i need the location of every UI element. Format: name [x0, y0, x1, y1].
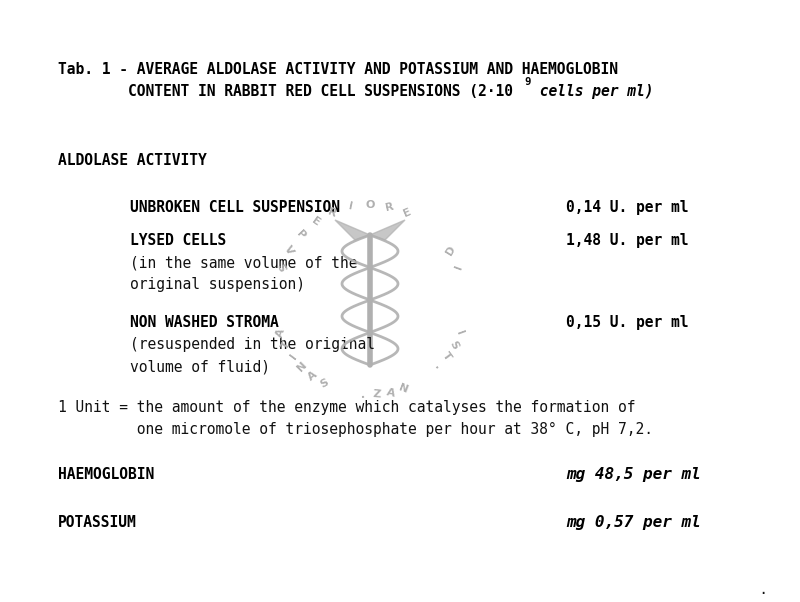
Text: 0,14 U. per ml: 0,14 U. per ml — [566, 200, 689, 215]
Text: I: I — [454, 264, 465, 271]
Text: cells per ml): cells per ml) — [531, 84, 654, 99]
Polygon shape — [370, 220, 405, 240]
Text: N: N — [398, 383, 410, 396]
Text: P: P — [294, 228, 307, 241]
Text: 0,15 U. per ml: 0,15 U. per ml — [566, 315, 689, 330]
Text: I: I — [288, 352, 299, 361]
Text: D: D — [444, 244, 458, 256]
Text: POTASSIUM: POTASSIUM — [58, 515, 137, 530]
Text: 1 Unit = the amount of the enzyme which catalyses the formation of: 1 Unit = the amount of the enzyme which … — [58, 400, 635, 415]
Text: N: N — [296, 360, 310, 374]
Text: T: T — [280, 339, 293, 351]
Text: A: A — [385, 387, 396, 399]
Text: R: R — [384, 201, 394, 213]
Text: .: . — [361, 389, 366, 400]
Text: HAEMOGLOBIN: HAEMOGLOBIN — [58, 467, 154, 482]
Text: mg 48,5 per ml: mg 48,5 per ml — [566, 467, 701, 482]
Text: (in the same volume of the: (in the same volume of the — [130, 255, 358, 270]
Text: ALDOLASE ACTIVITY: ALDOLASE ACTIVITY — [58, 153, 206, 168]
Text: one micromole of triosephosphate per hour at 38° C, pH 7,2.: one micromole of triosephosphate per hou… — [58, 422, 653, 437]
Polygon shape — [335, 220, 370, 240]
Text: mg 0,57 per ml: mg 0,57 per ml — [566, 515, 701, 530]
Text: O: O — [366, 200, 374, 210]
Text: CONTENT IN RABBIT RED CELL SUSPENSIONS (2·10: CONTENT IN RABBIT RED CELL SUSPENSIONS (… — [58, 84, 513, 99]
Text: 9: 9 — [524, 77, 530, 87]
Text: I: I — [454, 329, 465, 336]
Text: R: R — [326, 206, 338, 219]
Text: .: . — [433, 362, 442, 372]
Text: E: E — [402, 206, 413, 219]
Text: T: T — [440, 350, 453, 362]
Text: S: S — [318, 377, 330, 389]
Text: (resuspended in the original: (resuspended in the original — [130, 337, 375, 352]
Text: E: E — [310, 216, 322, 229]
Text: V: V — [282, 244, 296, 256]
Text: A: A — [306, 369, 319, 382]
Text: A: A — [274, 327, 287, 338]
Text: Z: Z — [373, 389, 382, 400]
Text: S: S — [447, 339, 460, 351]
Text: .: . — [760, 580, 766, 598]
Text: S: S — [274, 262, 286, 273]
Text: UNBROKEN CELL SUSPENSION: UNBROKEN CELL SUSPENSION — [130, 200, 340, 215]
Text: volume of fluid): volume of fluid) — [130, 359, 270, 374]
Text: I: I — [348, 202, 354, 213]
Text: LYSED CELLS: LYSED CELLS — [130, 233, 226, 248]
Text: Tab. 1 - AVERAGE ALDOLASE ACTIVITY AND POTASSIUM AND HAEMOGLOBIN: Tab. 1 - AVERAGE ALDOLASE ACTIVITY AND P… — [58, 62, 618, 77]
Text: 1,48 U. per ml: 1,48 U. per ml — [566, 233, 689, 248]
Text: original suspension): original suspension) — [130, 277, 305, 292]
Text: NON WASHED STROMA: NON WASHED STROMA — [130, 315, 278, 330]
